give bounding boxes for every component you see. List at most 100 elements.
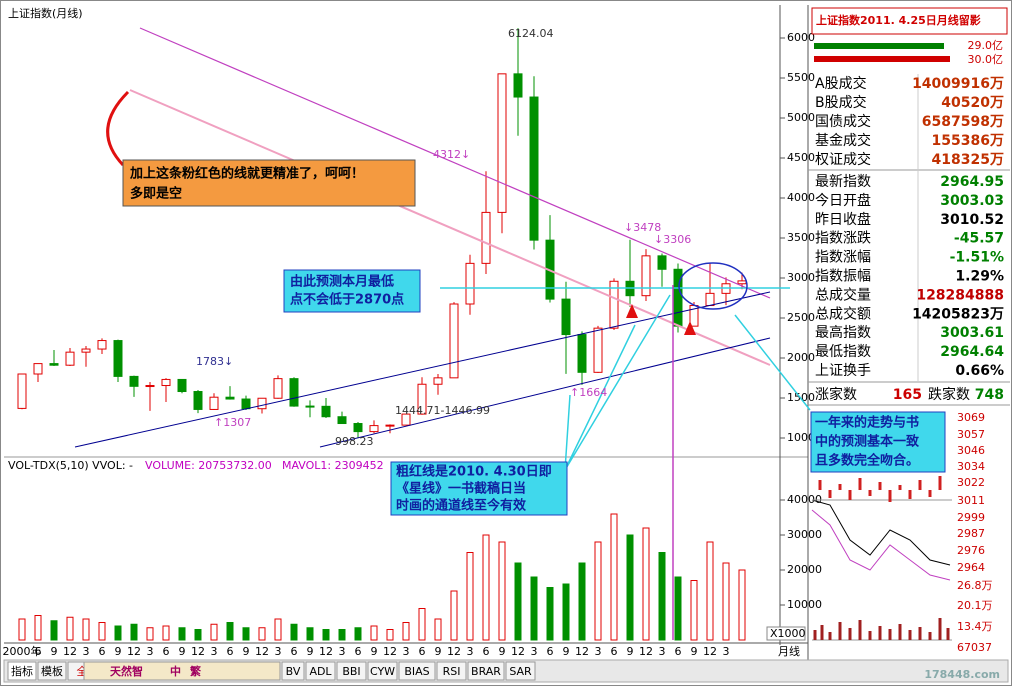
note-box xyxy=(390,461,568,516)
mini-label: 2999 xyxy=(957,511,985,524)
row-value: 40520万 xyxy=(941,95,1004,111)
indicator-label[interactable]: RSI xyxy=(443,665,461,678)
indicator-label[interactable]: ADL xyxy=(309,665,332,678)
x-tick-label: 6 xyxy=(291,645,298,658)
volume-bar xyxy=(546,587,554,641)
tool[interactable]: 繁 xyxy=(189,664,202,678)
tab-label[interactable]: 全 xyxy=(77,664,88,678)
volume-bar xyxy=(274,618,282,641)
y-tick-label: 1000 xyxy=(787,431,815,444)
annotation-lines xyxy=(74,27,811,640)
indicator-tab[interactable] xyxy=(398,661,436,681)
indicator-label[interactable]: BRAR xyxy=(471,665,501,678)
x-tick-label: 6 xyxy=(355,645,362,658)
x-tick-label: 3 xyxy=(467,645,474,658)
x-tick-label: 9 xyxy=(115,645,122,658)
candle-body xyxy=(177,378,187,393)
volume-bar xyxy=(130,623,138,641)
x-tick-label: 12 xyxy=(447,645,461,658)
mini-label: 13.4万 xyxy=(957,620,993,633)
candle-body xyxy=(737,280,747,285)
candle-body xyxy=(401,413,411,426)
x-tick-label: 9 xyxy=(691,645,698,658)
y-tick-label: 5000 xyxy=(787,111,815,124)
indicator-label[interactable]: BV xyxy=(286,665,301,678)
candle-body xyxy=(337,416,347,425)
candle-body xyxy=(705,292,715,307)
volume-bar xyxy=(306,627,314,641)
candle-body xyxy=(257,397,267,410)
point-label: 6124.04 xyxy=(508,27,554,40)
tab[interactable] xyxy=(37,661,67,681)
panel-title: 上证指数2011. 4.25日月线留影 xyxy=(816,13,981,27)
x-tick-label: 12 xyxy=(191,645,205,658)
x-tick-label: 9 xyxy=(563,645,570,658)
tool-strip xyxy=(83,661,281,681)
x-tick-label: 6 xyxy=(611,645,618,658)
volume-bar xyxy=(418,608,426,641)
bar-label: 30.0亿 xyxy=(968,53,1004,66)
tab[interactable] xyxy=(7,661,37,681)
tool[interactable]: 天然智 xyxy=(110,664,143,678)
indicator-tab[interactable] xyxy=(367,661,398,681)
tool[interactable]: 中 xyxy=(170,664,181,678)
x-tick-label: 9 xyxy=(179,645,186,658)
x-tick-label: 9 xyxy=(371,645,378,658)
mini-label: 67037 xyxy=(957,641,992,654)
indicator-tab[interactable] xyxy=(281,661,305,681)
indicator-tab[interactable] xyxy=(505,661,536,681)
x-tick-label: 6 xyxy=(675,645,682,658)
note: 《星线》一书截稿日当 xyxy=(396,481,526,497)
candle-body xyxy=(449,303,459,379)
x-tick-label: 9 xyxy=(51,645,58,658)
indicator-tab[interactable] xyxy=(336,661,367,681)
indicator-tab[interactable] xyxy=(467,661,505,681)
highlight-ellipse xyxy=(678,262,748,310)
indicator-label[interactable]: CYW xyxy=(370,665,395,678)
row-label: 昨日收盘 xyxy=(815,211,871,228)
mini-volume xyxy=(813,618,950,640)
x-tick-label: 3 xyxy=(83,645,90,658)
note-box xyxy=(122,159,416,207)
volume-bar xyxy=(562,583,570,641)
note-box xyxy=(283,269,421,313)
indicator-tab[interactable] xyxy=(436,661,467,681)
breadth: 涨家数 xyxy=(815,386,857,403)
volume-bar xyxy=(738,569,746,641)
row-label: 最高指数 xyxy=(815,324,871,341)
note: 时画的通道线至今有效 xyxy=(396,498,527,514)
note: 点不会低于2870点 xyxy=(290,292,404,308)
callout-arrows xyxy=(564,294,811,471)
indicator-label[interactable]: BIAS xyxy=(404,665,429,678)
bar xyxy=(814,56,950,62)
bar-label: 29.0亿 xyxy=(968,39,1004,52)
indicator-tab[interactable] xyxy=(305,661,336,681)
tab-label[interactable]: 模板 xyxy=(41,664,63,678)
row-label: 指数振幅 xyxy=(815,269,871,285)
candle-body xyxy=(657,255,667,270)
x-tick-label: 6 xyxy=(163,645,170,658)
volume-bar xyxy=(210,623,218,641)
volume-bar xyxy=(34,615,42,641)
x-tick-label: 6 xyxy=(419,645,426,658)
row-value: 3003.61 xyxy=(940,325,1004,341)
volume-bar xyxy=(482,534,490,641)
watermark: 178448.com xyxy=(924,668,1000,681)
x-tick-label: 12 xyxy=(319,645,333,658)
candle-body xyxy=(161,378,171,387)
row-value: 3010.52 xyxy=(940,212,1004,228)
row-value: 155386万 xyxy=(932,133,1004,149)
breadth: 748 xyxy=(975,387,1004,403)
indicator-label[interactable]: SAR xyxy=(509,665,532,678)
volume-bar xyxy=(82,618,90,641)
panel-title-box xyxy=(811,7,1008,35)
volume-bar xyxy=(658,552,666,641)
bar xyxy=(814,43,944,49)
x-tick-label: 12 xyxy=(511,645,525,658)
volume-bar xyxy=(242,627,250,641)
row-label: 权证成交 xyxy=(815,151,871,168)
indicator-label[interactable]: BBI xyxy=(342,665,360,678)
tab-label[interactable]: 指标 xyxy=(11,664,33,678)
channel-line xyxy=(319,337,771,448)
row-label: 基金成交 xyxy=(815,132,871,149)
